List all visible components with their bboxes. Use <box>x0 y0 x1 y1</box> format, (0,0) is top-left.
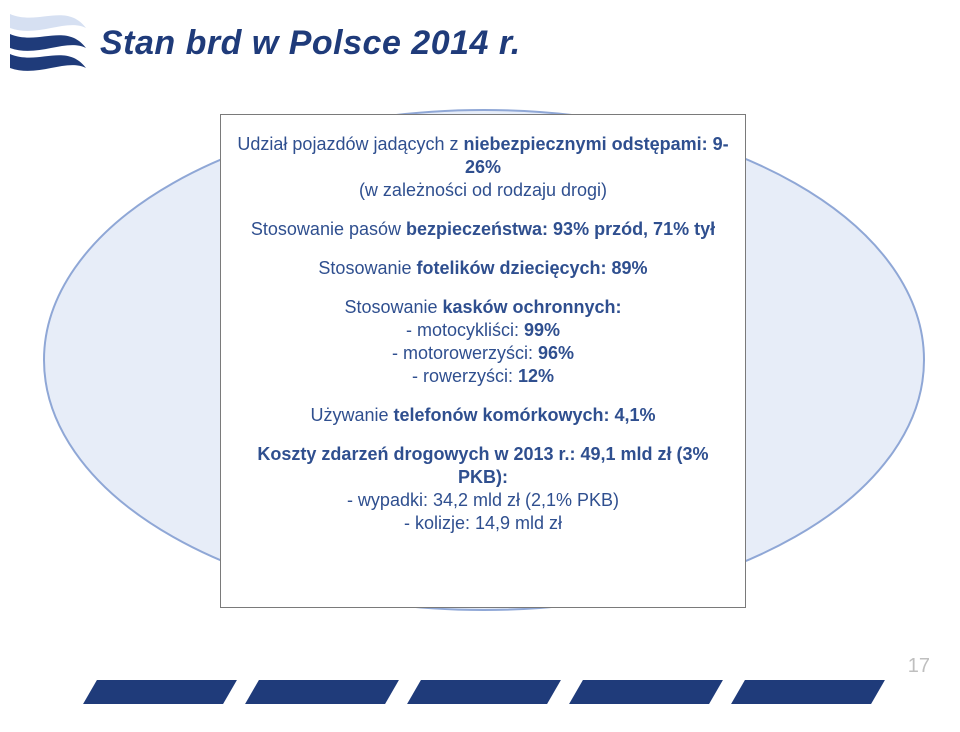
text-sub: (w zależności od rodzaju drogi) <box>359 180 607 200</box>
item-accidents: - wypadki: 34,2 mld zł (2,1% PKB) <box>347 490 619 510</box>
stripe <box>83 680 237 704</box>
item-moped-val: 96% <box>538 343 574 363</box>
header-bold: kasków ochronnych: <box>443 297 622 317</box>
text: Udział pojazdów jadących z <box>237 134 463 154</box>
stat-child-seats: Stosowanie fotelików dziecięcych: 89% <box>235 257 731 280</box>
header-bold: Koszty zdarzeń drogowych w 2013 r.: 49,1… <box>257 444 708 487</box>
stat-seatbelts: Stosowanie pasów bezpieczeństwa: 93% prz… <box>235 218 731 241</box>
text: Używanie <box>310 405 393 425</box>
stat-costs: Koszty zdarzeń drogowych w 2013 r.: 49,1… <box>235 443 731 535</box>
stripe <box>569 680 723 704</box>
item-motorcyclists-val: 99% <box>524 320 560 340</box>
page-title: Stan brd w Polsce 2014 r. <box>100 24 521 63</box>
value-bold: niebezpiecznymi odstępami: 9-26% <box>464 134 729 177</box>
stripe <box>407 680 561 704</box>
value-bold: fotelików dziecięcych: 89% <box>416 258 647 278</box>
footer-stripes <box>90 680 878 704</box>
stripe <box>245 680 399 704</box>
item-cyclists: - rowerzyści: <box>412 366 518 386</box>
item-collisions: - kolizje: 14,9 mld zł <box>404 513 562 533</box>
item-moped: - motorowerzyści: <box>392 343 538 363</box>
stat-phones: Używanie telefonów komórkowych: 4,1% <box>235 404 731 427</box>
text: Stosowanie pasów <box>251 219 406 239</box>
content-box: Udział pojazdów jadących z niebezpieczny… <box>220 114 746 608</box>
value-bold: bezpieczeństwa: 93% przód, 71% tył <box>406 219 715 239</box>
page-number: 17 <box>908 655 930 678</box>
stat-helmets: Stosowanie kasków ochronnych: - motocykl… <box>235 296 731 388</box>
item-cyclists-val: 12% <box>518 366 554 386</box>
text: Stosowanie <box>344 297 442 317</box>
slide: Stan brd w Polsce 2014 r. Udział pojazdó… <box>0 0 960 732</box>
item-motorcyclists: - motocykliści: <box>406 320 524 340</box>
stat-unsafe-gaps: Udział pojazdów jadących z niebezpieczny… <box>235 133 731 202</box>
text: Stosowanie <box>318 258 416 278</box>
corner-logo <box>8 8 88 78</box>
value-bold: telefonów komórkowych: 4,1% <box>393 405 655 425</box>
stripe <box>731 680 885 704</box>
